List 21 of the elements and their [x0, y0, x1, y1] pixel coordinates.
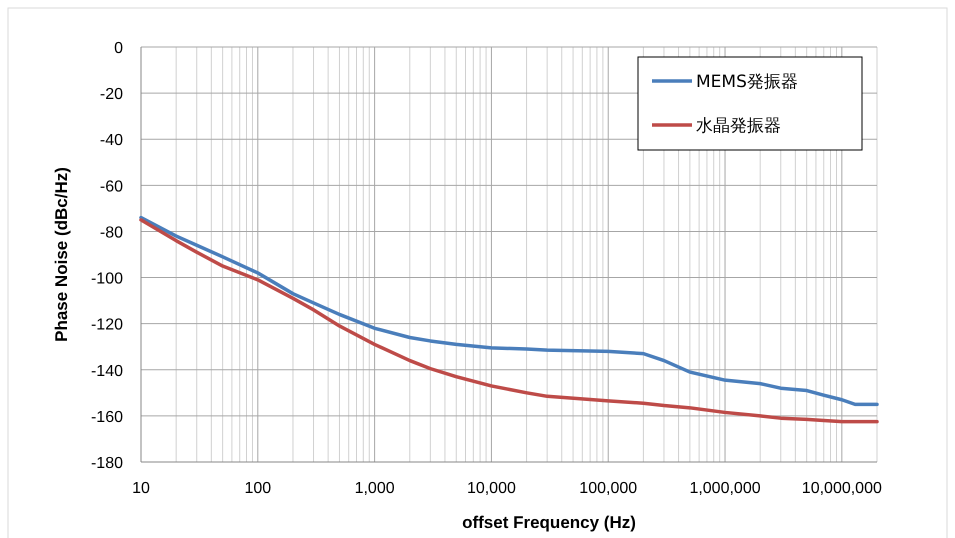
y-tick-label: -120 [90, 316, 124, 334]
y-tick-label: -40 [100, 132, 124, 150]
x-tick-label: 10 [132, 480, 150, 497]
legend-label: MEMS発振器 [696, 72, 798, 92]
y-tick-label: -80 [100, 224, 124, 242]
y-axis-title: Phase Noise (dBc/Hz) [52, 167, 71, 342]
x-tick-label: 10,000,000 [802, 480, 882, 497]
legend-label: 水晶発振器 [696, 116, 781, 136]
y-tick-label: -20 [100, 86, 124, 104]
x-tick-label: 1,000 [354, 480, 395, 497]
y-tick-label: 0 [114, 40, 124, 57]
x-tick-label: 100 [244, 480, 272, 497]
y-tick-label: -140 [90, 362, 124, 380]
y-tick-label: -160 [90, 408, 124, 426]
x-axis-title: offset Frequency (Hz) [462, 513, 636, 532]
y-tick-label: -100 [90, 270, 124, 288]
x-tick-label: 1,000,000 [689, 480, 761, 497]
x-tick-label: 10,000 [466, 480, 516, 497]
y-tick-label: -60 [100, 178, 124, 196]
x-tick-label: 100,000 [579, 480, 638, 497]
y-tick-label: -180 [90, 455, 124, 472]
